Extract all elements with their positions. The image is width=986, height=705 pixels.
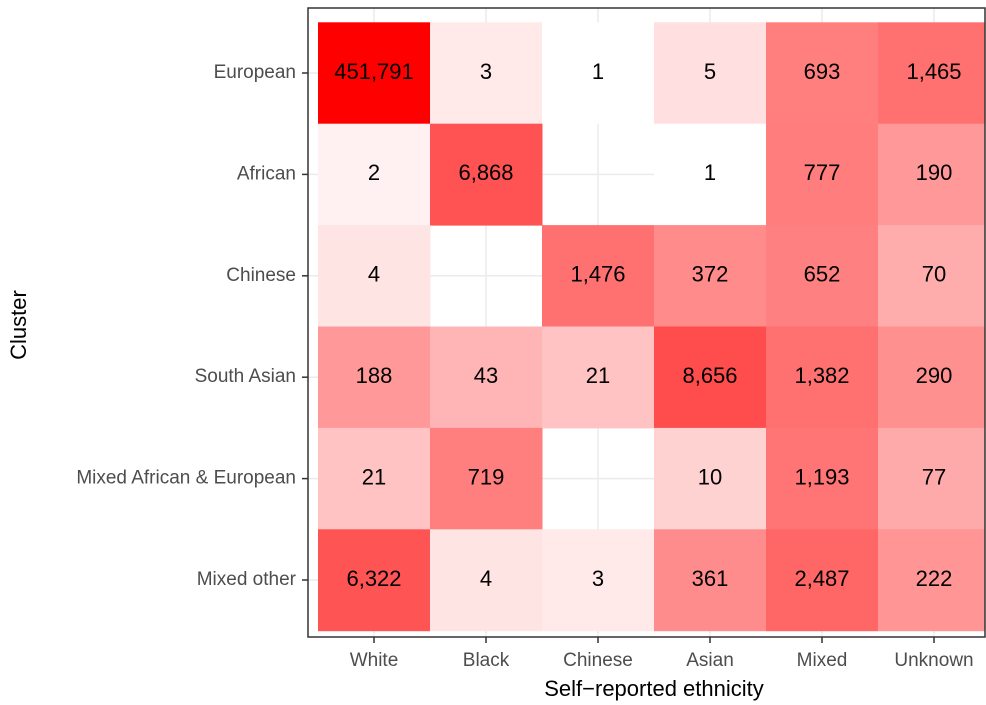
cell	[878, 529, 985, 632]
cell-label: 188	[356, 363, 393, 388]
cell	[878, 326, 985, 429]
cell-label: 693	[804, 59, 841, 84]
y-tick-label: South Asian	[195, 366, 296, 387]
cell	[542, 529, 655, 632]
cell-label: 652	[804, 262, 841, 287]
cell-label: 2,487	[794, 566, 849, 591]
cell	[766, 427, 879, 530]
cell-label: 6,322	[346, 566, 401, 591]
cell-label: 1	[704, 160, 716, 185]
cell	[878, 225, 985, 327]
cell-label: 3	[592, 566, 604, 591]
cell-label: 1,476	[570, 262, 625, 287]
cell-label: 4	[368, 262, 380, 287]
cell	[318, 529, 431, 632]
cell	[542, 225, 655, 327]
cell	[430, 427, 543, 530]
cell	[766, 225, 879, 327]
cell	[430, 529, 543, 632]
cell	[766, 326, 879, 429]
cell-label: 21	[586, 363, 610, 388]
cell	[878, 123, 985, 226]
cell-label: 222	[916, 566, 953, 591]
cell-label: 3	[480, 59, 492, 84]
cell	[318, 427, 431, 530]
cell-label: 21	[362, 464, 386, 489]
x-axis-title: Self−reported ethnicity	[544, 676, 764, 701]
cell	[542, 22, 655, 125]
cell-label: 5	[704, 59, 716, 84]
cell	[654, 225, 767, 327]
cell	[430, 326, 543, 429]
cell	[654, 427, 767, 530]
cell-label: 77	[922, 464, 946, 489]
cell	[318, 22, 431, 125]
y-tick-label: Mixed other	[197, 569, 297, 590]
cell-label: 719	[468, 464, 505, 489]
cell-label: 451,791	[334, 59, 414, 84]
cell-label: 43	[474, 363, 498, 388]
cell	[654, 529, 767, 632]
cell-label: 10	[698, 464, 722, 489]
cell	[766, 22, 879, 125]
cell	[766, 123, 879, 226]
cell-label: 372	[692, 262, 729, 287]
cell-label: 1,193	[794, 464, 849, 489]
cell	[318, 225, 431, 327]
y-tick-label: African	[237, 163, 296, 184]
cell	[430, 22, 543, 125]
y-axis-title: Cluster	[6, 290, 31, 360]
x-tick-label: Asian	[686, 650, 734, 671]
cell-label: 1	[592, 59, 604, 84]
cell	[430, 123, 543, 226]
x-tick-label: White	[350, 650, 399, 671]
y-tick-label: European	[214, 62, 296, 83]
x-tick-label: Unknown	[894, 650, 973, 671]
panel-border	[307, 7, 986, 638]
cell-label: 190	[916, 160, 953, 185]
cells: 451,791 3 1 5 693 1,465 2 6,868 1 777 190 4 1,476 372…	[318, 22, 985, 632]
y-tick-label: Mixed African & European	[76, 468, 296, 489]
cell-label: 361	[692, 566, 729, 591]
cell	[318, 123, 431, 226]
cell-label: 2	[368, 160, 380, 185]
cell	[542, 326, 655, 429]
cell	[654, 22, 767, 125]
y-tick-label: Chinese	[226, 265, 296, 286]
cell	[878, 22, 985, 125]
x-tick-label: Chinese	[563, 650, 633, 671]
x-tick-label: Mixed	[797, 650, 848, 671]
x-tick-label: Black	[463, 650, 510, 671]
cell-label: 777	[804, 160, 841, 185]
cell	[766, 529, 879, 632]
cell-label: 1,382	[794, 363, 849, 388]
cell	[318, 326, 431, 429]
cell-label: 70	[922, 262, 946, 287]
cell	[878, 427, 985, 530]
cell	[654, 123, 767, 226]
cell-label: 8,656	[682, 363, 737, 388]
cell-label: 1,465	[906, 59, 961, 84]
cell-label: 290	[916, 363, 953, 388]
cell	[654, 326, 767, 429]
cell-label: 6,868	[458, 160, 513, 185]
cell-label: 4	[480, 566, 492, 591]
